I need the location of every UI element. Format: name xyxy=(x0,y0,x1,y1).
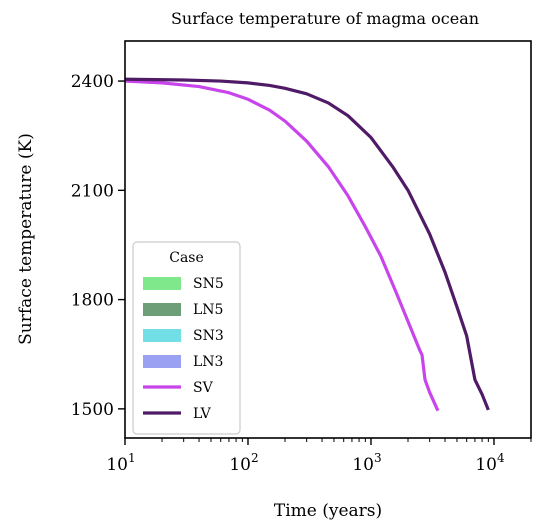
y-tick-label: 2400 xyxy=(71,72,114,92)
legend-label-sn5: SN5 xyxy=(193,276,224,292)
legend-label-lv: LV xyxy=(193,406,212,422)
legend-label-sv: SV xyxy=(193,380,214,396)
plot-frame xyxy=(124,40,532,439)
legend-swatch-ln3 xyxy=(143,355,181,368)
y-tick-label: 1500 xyxy=(71,400,114,420)
series-line-lv xyxy=(124,77,490,411)
y-tick-label: 1800 xyxy=(71,291,114,311)
legend-swatch-sn5 xyxy=(143,277,181,290)
legend-label-ln3: LN3 xyxy=(193,354,223,370)
legend-swatch-sn3 xyxy=(143,329,181,342)
legend-title: Case xyxy=(169,250,204,266)
y-axis-label: Surface temperature (K) xyxy=(16,133,36,345)
legend-swatch-ln5 xyxy=(143,303,181,316)
axes-layer: 101 102 103 104 1500 1800 2100 2400 xyxy=(71,72,532,475)
x-tick-label: 102 xyxy=(229,451,258,475)
series-layer xyxy=(124,77,490,412)
x-tick-label: 101 xyxy=(106,451,135,475)
y-tick-label: 2100 xyxy=(71,181,114,201)
chart-title: Surface temperature of magma ocean xyxy=(171,9,479,28)
series-line-sv xyxy=(124,79,440,412)
x-axis-label: Time (years) xyxy=(274,501,382,521)
x-tick-label: 103 xyxy=(352,451,381,475)
legend-label-sn3: SN3 xyxy=(193,328,224,344)
legend-label-ln5: LN5 xyxy=(193,302,223,318)
legend: Case SN5 LN5 SN3 LN3 SV LV xyxy=(132,241,241,435)
x-tick-label: 104 xyxy=(475,451,505,475)
